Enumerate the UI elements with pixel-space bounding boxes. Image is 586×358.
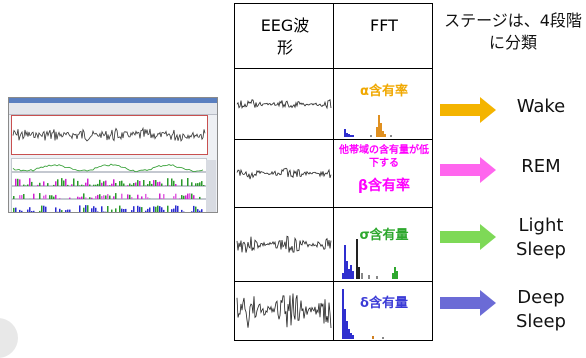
screenshot-lane-4	[11, 199, 207, 213]
label-deep: δ含有量	[339, 292, 429, 311]
classification-note: ステージは、4段階に分類	[440, 10, 586, 54]
label-rem: β含有率	[334, 175, 434, 195]
header-cell-fft: FFT	[333, 3, 433, 70]
screenshot-eeg-panel	[11, 115, 208, 155]
screenshot-eeg-trace	[12, 116, 207, 154]
screenshot-lane-2	[11, 172, 207, 186]
eeg-cell-deep	[234, 281, 335, 341]
eeg-trace-light	[235, 208, 333, 281]
corner-decoration	[0, 318, 18, 358]
eeg-trace-rem	[235, 140, 333, 207]
screenshot-side-panel	[206, 160, 216, 212]
arrow-rem	[440, 157, 498, 183]
screenshot-toolbar	[9, 103, 217, 115]
eeg-column-header: EEG波形	[255, 15, 315, 59]
fft-cell-wake: α含有率	[333, 68, 433, 141]
fft-cell-deep: δ含有量	[333, 281, 433, 341]
arrow-deep	[440, 290, 498, 316]
fft-column-header: FFT	[334, 15, 434, 37]
screenshot-lane-1	[11, 158, 207, 172]
stage-light: Light Sleep	[500, 214, 582, 262]
stage-table: EEG波形 FFT α含有率 他帯域の含有量が低下する β含有率	[234, 3, 433, 341]
eeg-cell-light	[234, 207, 335, 283]
fft-cell-light: σ含有量	[333, 207, 433, 283]
eeg-trace-wake	[235, 69, 333, 139]
label-wake: α含有率	[334, 80, 434, 99]
stage-wake: Wake	[496, 95, 586, 119]
label-rem-note: 他帯域の含有量が低下する	[337, 144, 431, 170]
stage-deep: Deep Sleep	[500, 286, 582, 334]
screenshot-lane-3	[11, 186, 207, 199]
eeg-cell-wake	[234, 68, 335, 141]
arrow-wake	[440, 97, 498, 123]
software-screenshot	[8, 97, 218, 213]
stage-rem: REM	[496, 155, 586, 179]
arrow-light	[440, 224, 498, 250]
fft-cell-rem: 他帯域の含有量が低下する β含有率	[333, 139, 433, 209]
header-cell-eeg: EEG波形	[234, 3, 335, 70]
fft-spectrum-light	[334, 208, 432, 281]
eeg-trace-deep	[235, 282, 333, 339]
label-light: σ含有量	[339, 224, 429, 243]
eeg-cell-rem	[234, 139, 335, 209]
